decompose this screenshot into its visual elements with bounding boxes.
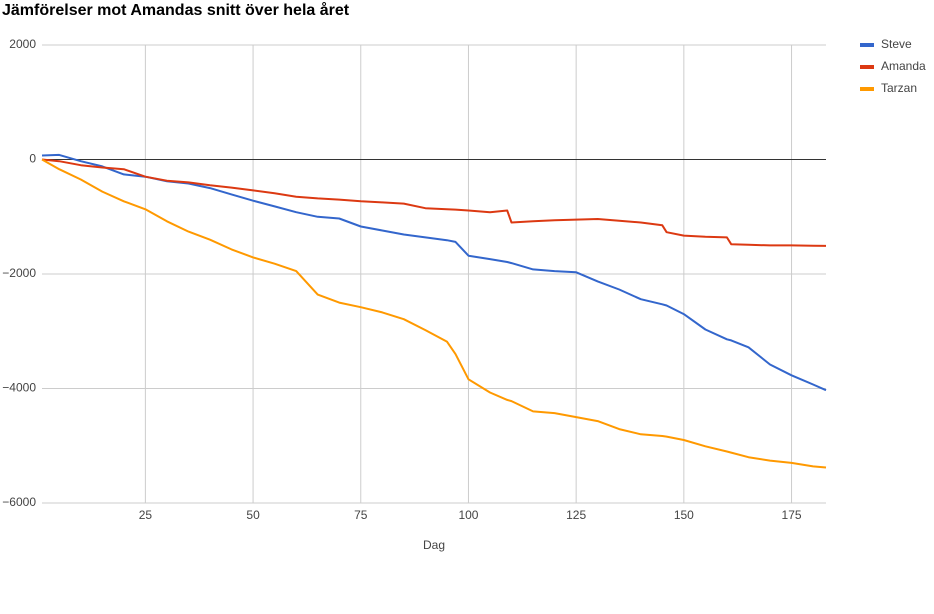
- legend-label: Amanda: [881, 59, 926, 73]
- y-tick-label: −2000: [2, 266, 36, 280]
- x-tick-label: 100: [458, 508, 478, 522]
- legend-label: Steve: [881, 37, 912, 51]
- y-tick-label: 0: [29, 152, 36, 166]
- x-tick-label: 175: [782, 508, 802, 522]
- y-tick-label: −6000: [2, 495, 36, 509]
- legend-label: Tarzan: [881, 81, 917, 95]
- x-tick-label: 75: [354, 508, 368, 522]
- series-line: [41, 153, 827, 392]
- chart-title: Jämförelser mot Amandas snitt över hela …: [2, 1, 350, 19]
- series-line: [41, 158, 827, 247]
- x-tick-label: 125: [566, 508, 586, 522]
- x-axis-label: Dag: [423, 538, 445, 552]
- x-tick-label: 25: [139, 508, 153, 522]
- y-tick-label: 2000: [9, 37, 36, 51]
- y-tick-label: −4000: [2, 381, 36, 395]
- x-tick-label: 150: [674, 508, 694, 522]
- x-tick-label: 50: [246, 508, 260, 522]
- series-line: [41, 158, 827, 469]
